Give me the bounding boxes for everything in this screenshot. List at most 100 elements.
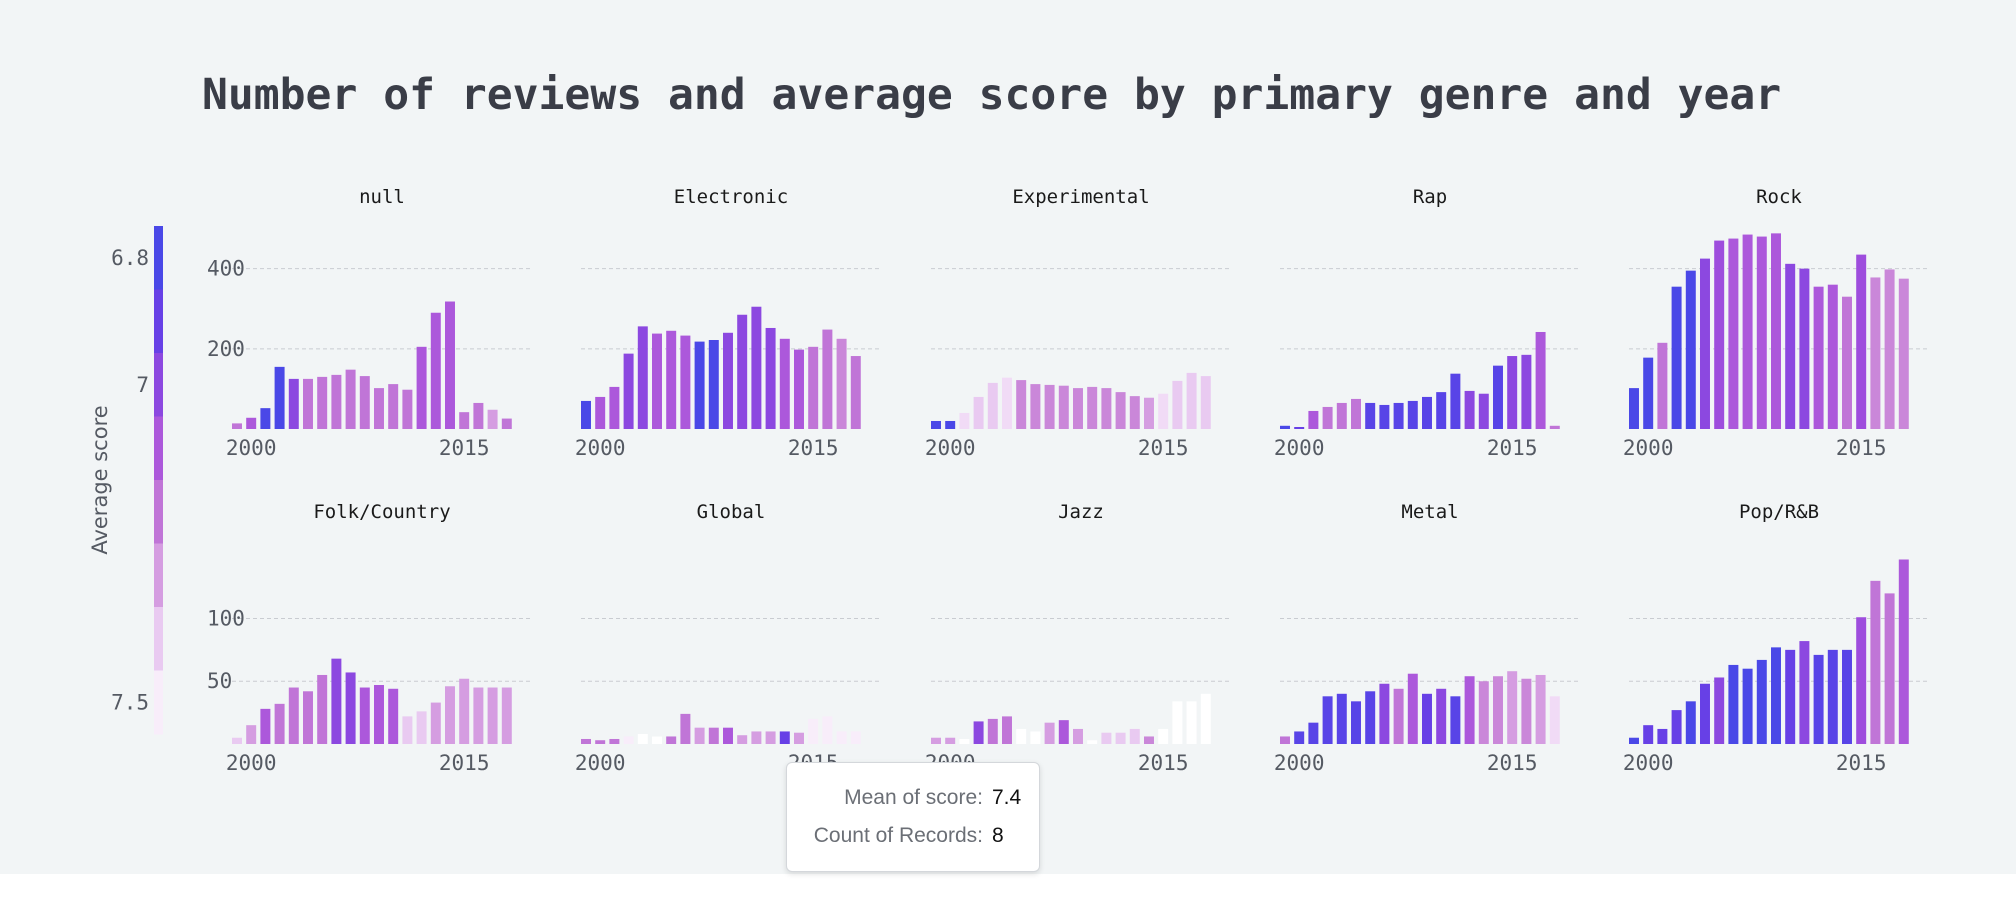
bar: [637, 326, 648, 429]
panel-global: Global20002015: [575, 501, 881, 775]
bar: [1549, 696, 1560, 744]
bar: [666, 330, 677, 429]
bar: [246, 725, 257, 744]
bar: [1884, 269, 1895, 429]
x-tick-label: 2015: [788, 436, 839, 460]
legend-swatch: [154, 226, 163, 290]
bar: [1322, 406, 1333, 429]
bar: [1308, 722, 1319, 744]
bar: [1870, 277, 1881, 429]
bar: [345, 369, 356, 429]
bar: [459, 412, 470, 429]
x-tick-label: 2015: [1836, 751, 1887, 775]
x-tick-label: 2000: [1274, 751, 1325, 775]
bar: [1842, 649, 1852, 744]
bar: [931, 737, 941, 744]
bar: [1478, 681, 1489, 744]
bar: [751, 731, 762, 744]
bar: [1002, 377, 1012, 429]
bar: [822, 716, 833, 744]
panel-folk-country: Folk/Country 100 50 2000 2015: [207, 501, 532, 775]
bar: [1129, 396, 1140, 429]
bar: [595, 396, 606, 429]
bar: [388, 688, 399, 744]
bar: [637, 733, 648, 744]
bar: [1200, 376, 1211, 429]
bar: [303, 691, 313, 744]
bar: [1657, 342, 1668, 429]
bar: [501, 687, 512, 744]
bar: [794, 349, 804, 429]
bar: [1785, 263, 1796, 429]
bar: [430, 702, 441, 744]
bar: [1643, 357, 1654, 429]
x-tick-label: 2015: [1836, 436, 1887, 460]
panel-title: Pop/R&B: [1739, 501, 1819, 523]
bar: [359, 376, 370, 429]
bar: [1016, 728, 1027, 744]
legend-swatch: [154, 670, 163, 735]
bar: [1742, 234, 1753, 429]
bar: [751, 306, 762, 429]
bar: [1842, 296, 1852, 429]
bar: [1771, 647, 1781, 744]
bar: [317, 376, 328, 429]
bar: [1407, 673, 1418, 744]
bar: [987, 718, 998, 744]
bar: [1158, 728, 1169, 744]
bar: [1785, 649, 1796, 744]
bar: [359, 687, 370, 744]
panel-title: Rap: [1413, 186, 1447, 208]
hover-tooltip: Mean of score: 7.4 Count of Records: 8: [786, 762, 1040, 872]
bar: [1870, 580, 1881, 744]
x-tick-label: 2015: [1138, 751, 1189, 775]
bar: [737, 314, 748, 429]
bar: [945, 420, 956, 429]
bar: [459, 678, 470, 744]
bar: [1478, 393, 1489, 429]
bar: [1351, 701, 1361, 744]
bar: [1336, 693, 1347, 744]
x-tick-label: 2015: [1487, 751, 1538, 775]
bar: [1671, 286, 1682, 429]
bar: [581, 400, 591, 429]
bar: [931, 420, 941, 429]
panel-jazz: Jazz20002015: [925, 501, 1231, 775]
bar: [1799, 268, 1810, 429]
chart-title: Number of reviews and average score by p…: [202, 70, 1782, 120]
bar: [1016, 380, 1027, 429]
bar: [1280, 425, 1290, 429]
panel-null: null 400 200 2000 2015: [207, 186, 532, 460]
bar: [1521, 354, 1532, 429]
x-tick-label: 2000: [1623, 436, 1674, 460]
bar: [1629, 737, 1639, 744]
tooltip-row-mean: Mean of score: 7.4: [787, 786, 1041, 816]
bar: [1393, 402, 1404, 429]
bar: [1856, 254, 1867, 429]
legend-tick-label: 7: [136, 373, 149, 397]
bar: [1087, 386, 1098, 429]
bar: [288, 378, 299, 429]
bar: [850, 356, 861, 429]
bar: [1058, 385, 1069, 429]
bar: [1422, 693, 1432, 744]
bar: [1322, 696, 1333, 744]
panel-metal: Metal 2000 2015: [1274, 501, 1580, 775]
bar: [331, 658, 342, 744]
tooltip-row-count: Count of Records: 8: [787, 824, 1041, 854]
x-tick-label: 2000: [575, 436, 626, 460]
bar: [1115, 732, 1126, 744]
bar: [1073, 388, 1083, 429]
bar: [1393, 688, 1404, 744]
bar: [1813, 654, 1824, 744]
bar: [487, 687, 498, 744]
bar: [779, 338, 790, 429]
tooltip-mean-key: Mean of score:: [844, 786, 983, 809]
bar: [609, 738, 620, 744]
bar: [374, 685, 384, 744]
bar: [1464, 390, 1475, 429]
bar: [1728, 238, 1739, 429]
bar: [303, 378, 313, 429]
legend-swatch: [154, 289, 163, 354]
